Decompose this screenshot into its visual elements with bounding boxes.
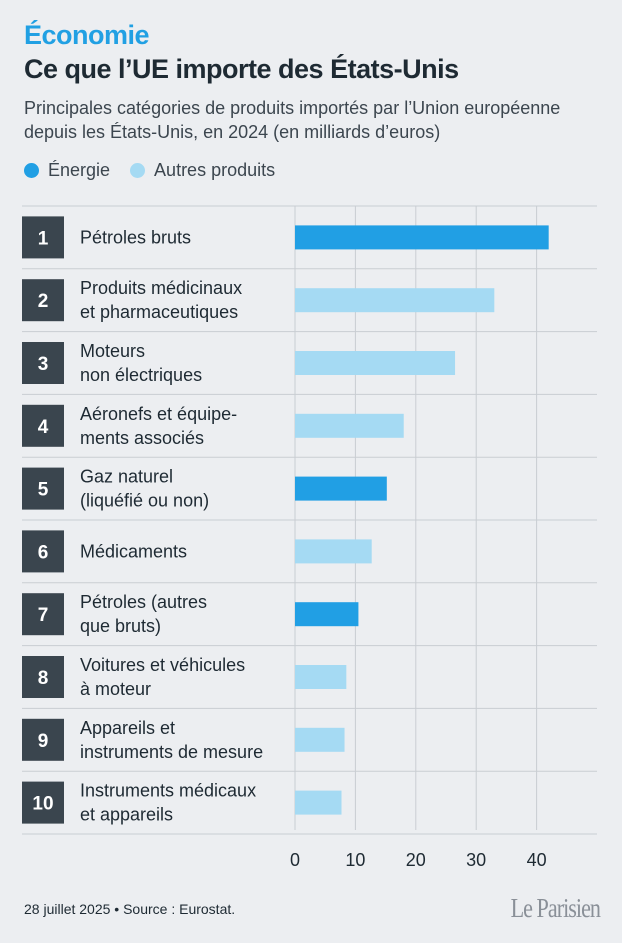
bar — [295, 602, 359, 627]
legend-swatch-other — [130, 163, 146, 178]
bar — [295, 288, 495, 313]
category-label: à moteur — [80, 679, 151, 699]
category-label: et pharmaceutiques — [80, 302, 238, 322]
x-tick-label: 30 — [466, 850, 486, 870]
category-label: Pétroles (autres — [80, 592, 207, 612]
rank-box — [22, 467, 64, 510]
category-label: Aéronefs et équipe- — [80, 404, 237, 424]
rank-number: 9 — [38, 731, 49, 752]
rank-number: 5 — [38, 480, 49, 501]
rank-number: 6 — [38, 542, 49, 563]
rank-number: 4 — [38, 417, 49, 438]
rank-box — [22, 404, 64, 447]
rank-box — [22, 656, 64, 698]
x-tick-label: 40 — [527, 850, 547, 870]
bar — [295, 413, 404, 438]
publisher-logo: Le Parisien — [510, 893, 601, 923]
rank-number: 1 — [38, 228, 49, 249]
rank-box — [22, 781, 64, 824]
rank-box — [22, 718, 64, 761]
x-tick-label: 10 — [345, 850, 365, 870]
category-label: non électriques — [80, 365, 202, 385]
category-label: que bruts) — [80, 616, 161, 636]
rank-box — [22, 530, 64, 573]
category-label: Pétroles bruts — [80, 227, 191, 247]
rank-box — [22, 279, 64, 322]
rank-number: 7 — [38, 605, 49, 626]
bar — [295, 539, 372, 564]
source-note: 28 juillet 2025 • Source : Eurostat. — [24, 901, 236, 917]
category-label: Appareils et — [80, 718, 175, 738]
x-tick-label: 0 — [290, 850, 300, 870]
legend: Énergie Autres produits — [24, 160, 295, 181]
category-label: (liquéfié ou non) — [80, 491, 209, 511]
rank-number: 2 — [38, 291, 49, 312]
bar — [295, 225, 549, 250]
category-label: Voitures et véhicules — [80, 655, 245, 675]
category-label: Produits médicinaux — [80, 278, 242, 298]
category-label: Gaz naturel — [80, 467, 173, 487]
rank-number: 8 — [38, 668, 49, 689]
bar — [295, 351, 456, 375]
rank-number: 10 — [32, 794, 53, 815]
rank-box — [22, 342, 64, 384]
bar — [295, 665, 347, 689]
legend-swatch-energy — [24, 163, 39, 178]
bar — [295, 790, 342, 815]
legend-label-other: Autres produits — [154, 160, 276, 180]
rank-box — [22, 593, 64, 636]
category-label: ments associés — [80, 428, 204, 448]
rank-box — [22, 216, 64, 259]
category-label: Moteurs — [80, 341, 145, 361]
legend-item-energy: Énergie — [24, 160, 110, 181]
category-label: instruments de mesure — [80, 742, 263, 762]
category-label: Médicaments — [80, 541, 187, 561]
legend-label-energy: Énergie — [48, 160, 111, 180]
category-label: Instruments médicaux — [80, 781, 256, 801]
category-label: et appareils — [80, 805, 173, 825]
chart-subtitle: Principales catégories de produits impor… — [24, 98, 561, 142]
chart-title: Ce que l’UE importe des États-Unis — [24, 54, 459, 84]
chart-kicker: Économie — [24, 20, 150, 50]
legend-item-other: Autres produits — [130, 160, 275, 181]
bar — [295, 476, 387, 501]
bar — [295, 727, 345, 752]
x-tick-label: 20 — [406, 850, 426, 870]
rank-number: 3 — [38, 354, 49, 375]
